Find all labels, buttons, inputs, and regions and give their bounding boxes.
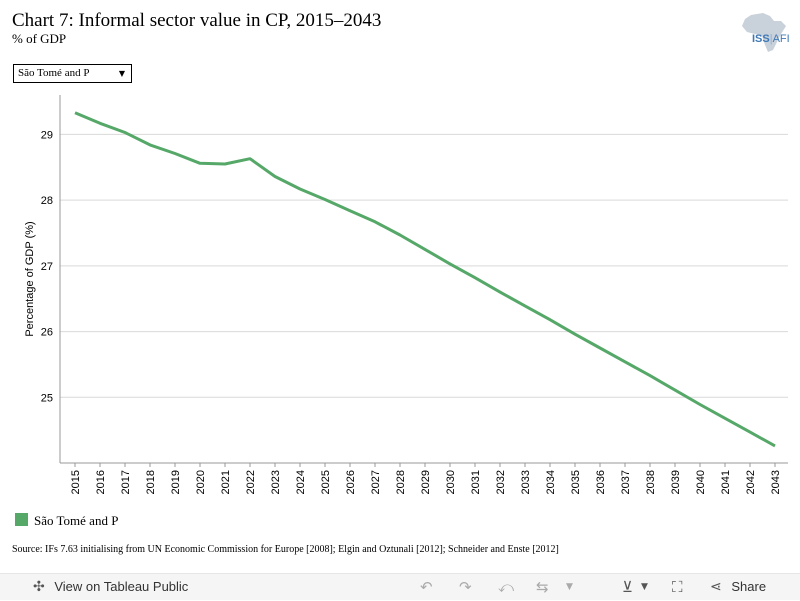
x-tick-label: 2026 bbox=[345, 470, 357, 494]
grid-lines bbox=[60, 133, 788, 398]
refresh-dropdown-icon[interactable]: ▼ bbox=[566, 582, 573, 592]
dropdown-selected-value: São Tomé and P bbox=[18, 67, 90, 79]
refresh-icon[interactable]: ⇆ bbox=[536, 578, 549, 596]
x-tick-label: 2033 bbox=[520, 470, 532, 494]
redo-icon[interactable]: ↷ bbox=[459, 578, 472, 596]
x-tick-label: 2015 bbox=[70, 470, 82, 494]
y-tick-label: 28 bbox=[41, 195, 53, 207]
legend-label: São Tomé and P bbox=[34, 513, 119, 528]
y-tick-labels: 25 26 27 28 29 bbox=[41, 129, 53, 404]
x-tick-label: 2038 bbox=[645, 470, 657, 494]
x-tick-label: 2028 bbox=[395, 470, 407, 494]
x-tick-label: 2035 bbox=[570, 470, 582, 494]
x-tick-label: 2029 bbox=[420, 470, 432, 494]
x-tick-label: 2023 bbox=[270, 470, 282, 494]
legend: São Tomé and P bbox=[15, 513, 118, 529]
download-icon[interactable]: ⊻ bbox=[622, 578, 633, 596]
view-on-tableau-button[interactable]: ✣ View on Tableau Public bbox=[33, 574, 188, 601]
x-tick-label: 2043 bbox=[770, 470, 782, 494]
share-button[interactable]: ⋖ Share bbox=[710, 574, 766, 601]
dropdown-arrow-icon: ▼ bbox=[118, 69, 125, 78]
country-filter-dropdown[interactable]: São Tomé and P ▼ bbox=[13, 64, 132, 83]
x-tick-label: 2016 bbox=[95, 470, 107, 494]
revert-icon[interactable]: ⤺ bbox=[498, 578, 515, 596]
tableau-logo-icon: ✣ bbox=[33, 579, 45, 595]
x-tick-label: 2041 bbox=[720, 470, 732, 494]
tableau-toolbar: ✣ View on Tableau Public ↶ ↷ ⤺ ⇆ ▼ ⊻ ▼ ⛶… bbox=[0, 573, 800, 600]
y-tick-label: 25 bbox=[41, 392, 53, 404]
x-tick-label: 2018 bbox=[145, 470, 157, 494]
x-tick-label: 2042 bbox=[745, 470, 757, 494]
x-tick-label: 2030 bbox=[445, 470, 457, 494]
x-tick-label: 2024 bbox=[295, 470, 307, 494]
series-line[interactable] bbox=[74, 111, 776, 448]
share-label: Share bbox=[731, 579, 767, 594]
iss-africa-logo: ISS|AFI bbox=[752, 33, 790, 45]
view-on-tableau-label: View on Tableau Public bbox=[54, 579, 189, 594]
x-tick-label: 2034 bbox=[545, 470, 557, 494]
y-tick-label: 29 bbox=[41, 129, 53, 141]
x-tick-label: 2017 bbox=[120, 470, 132, 494]
series-lines bbox=[74, 111, 776, 448]
africa-logo-icon bbox=[742, 13, 786, 52]
x-tick-label: 2019 bbox=[170, 470, 182, 494]
download-dropdown-icon[interactable]: ▼ bbox=[641, 582, 648, 592]
x-tick-label: 2022 bbox=[245, 470, 257, 494]
undo-icon[interactable]: ↶ bbox=[420, 578, 433, 596]
x-tick-label: 2021 bbox=[220, 470, 232, 494]
fullscreen-icon[interactable]: ⛶ bbox=[672, 578, 683, 596]
share-icon: ⋖ bbox=[710, 579, 722, 595]
y-tick-label: 26 bbox=[41, 327, 53, 339]
chart-title: Chart 7: Informal sector value in CP, 20… bbox=[12, 10, 382, 31]
chart-subtitle: % of GDP bbox=[12, 31, 67, 46]
legend-swatch bbox=[15, 513, 28, 526]
y-tick-label: 27 bbox=[41, 261, 53, 273]
x-tick-labels: 2015 2016 2017 2018 2019 2020 2021 2022 2023 2024… bbox=[70, 463, 782, 494]
x-tick-label: 2020 bbox=[195, 470, 207, 494]
x-tick-label: 2036 bbox=[595, 470, 607, 494]
x-tick-label: 2039 bbox=[670, 470, 682, 494]
x-tick-label: 2027 bbox=[370, 470, 382, 494]
x-tick-label: 2025 bbox=[320, 470, 332, 494]
x-tick-label: 2032 bbox=[495, 470, 507, 494]
x-tick-label: 2040 bbox=[695, 470, 707, 494]
x-tick-label: 2037 bbox=[620, 470, 632, 494]
source-note: Source: IFs 7.63 initialising from UN Ec… bbox=[12, 544, 559, 555]
x-tick-label: 2031 bbox=[470, 470, 482, 494]
y-axis-label: Percentage of GDP (%) bbox=[24, 221, 36, 336]
